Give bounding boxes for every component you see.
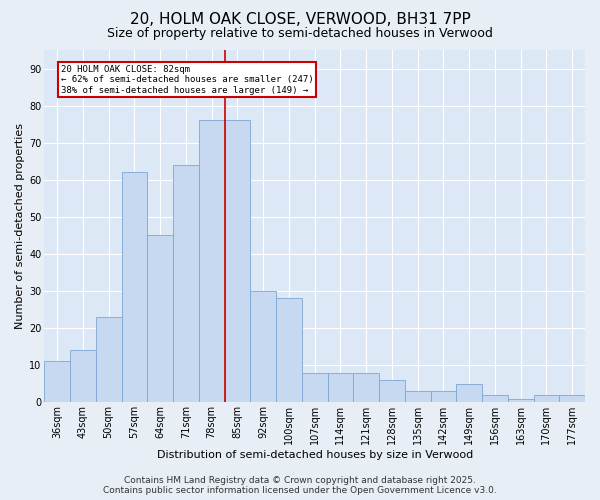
Bar	[328, 372, 353, 402]
Bar	[405, 391, 431, 402]
Bar	[44, 362, 70, 403]
Bar	[482, 395, 508, 402]
Bar	[559, 395, 585, 402]
Bar	[199, 120, 224, 402]
Text: Contains HM Land Registry data © Crown copyright and database right 2025.
Contai: Contains HM Land Registry data © Crown c…	[103, 476, 497, 495]
Text: Size of property relative to semi-detached houses in Verwood: Size of property relative to semi-detach…	[107, 28, 493, 40]
Bar	[379, 380, 405, 402]
Bar	[302, 372, 328, 402]
Bar	[122, 172, 148, 402]
Bar	[276, 298, 302, 403]
Y-axis label: Number of semi-detached properties: Number of semi-detached properties	[15, 123, 25, 329]
Bar	[353, 372, 379, 402]
Bar	[96, 317, 122, 402]
Bar	[456, 384, 482, 402]
X-axis label: Distribution of semi-detached houses by size in Verwood: Distribution of semi-detached houses by …	[157, 450, 473, 460]
Bar	[173, 165, 199, 402]
Bar	[431, 391, 456, 402]
Bar	[224, 120, 250, 402]
Text: 20, HOLM OAK CLOSE, VERWOOD, BH31 7PP: 20, HOLM OAK CLOSE, VERWOOD, BH31 7PP	[130, 12, 470, 28]
Bar	[70, 350, 96, 403]
Bar	[148, 236, 173, 402]
Bar	[250, 291, 276, 403]
Bar	[508, 398, 533, 402]
Text: 20 HOLM OAK CLOSE: 82sqm
← 62% of semi-detached houses are smaller (247)
38% of : 20 HOLM OAK CLOSE: 82sqm ← 62% of semi-d…	[61, 65, 314, 94]
Bar	[533, 395, 559, 402]
